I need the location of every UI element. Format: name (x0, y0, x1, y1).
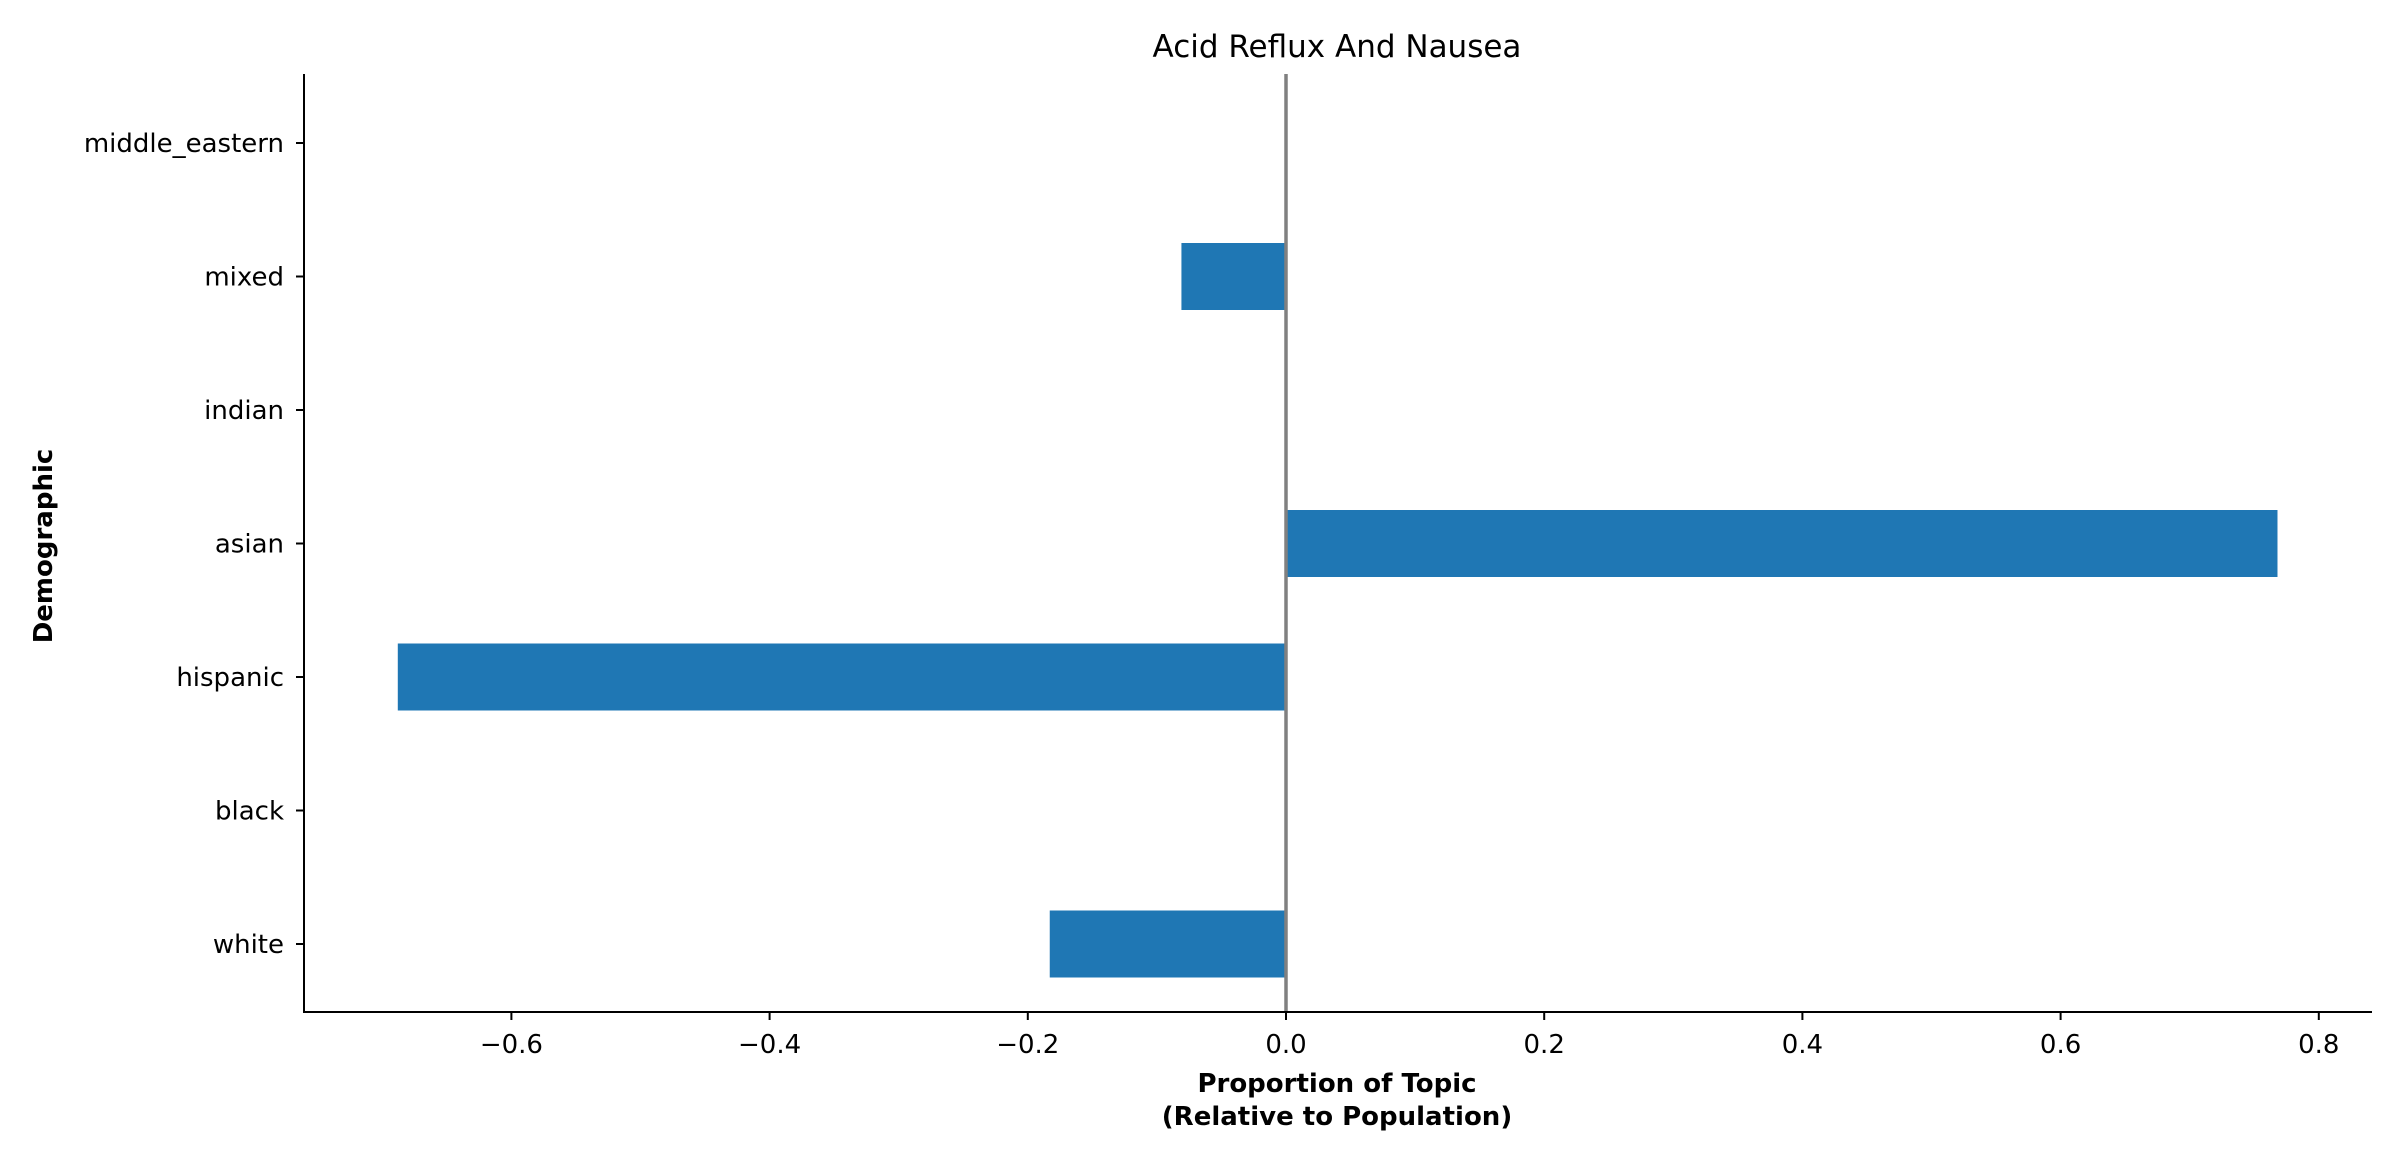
y-tick-label: hispanic (176, 663, 284, 693)
x-tick-label: −0.2 (996, 1030, 1059, 1060)
y-tick-label: middle_eastern (84, 129, 284, 159)
x-tick-label: 0.6 (2040, 1030, 2081, 1060)
bars-group (397, 243, 2278, 978)
bar-asian (1286, 510, 2278, 577)
x-tick-label: 0.4 (1782, 1030, 1823, 1060)
x-tick-label: −0.6 (480, 1030, 543, 1060)
x-tick-label: −0.4 (738, 1030, 801, 1060)
x-axis-label-line-2: (Relative to Population) (1162, 1102, 1512, 1132)
bar-mixed (1181, 243, 1286, 310)
y-axis-label: Demographic (29, 449, 59, 644)
bar-white (1049, 910, 1286, 978)
y-axis-ticks: white black hispanic asian indian mixed middle… (84, 129, 304, 960)
x-axis-label-line-1: Proportion of Topic (1197, 1069, 1476, 1099)
x-tick-label: 0.8 (2298, 1030, 2339, 1060)
y-tick-label: indian (204, 396, 284, 426)
x-tick-label: 0.2 (1524, 1030, 1565, 1060)
y-tick-label: white (213, 930, 284, 960)
y-tick-label: asian (215, 530, 284, 560)
x-tick-label: 0.0 (1265, 1030, 1306, 1060)
y-tick-label: mixed (204, 263, 284, 293)
chart-title: Acid Reflux And Nausea (1153, 29, 1522, 65)
y-tick-label: black (215, 797, 284, 827)
x-axis-ticks: −0.6 −0.4 −0.2 0.0 0.2 0.4 0.6 0.8 (480, 1012, 2339, 1060)
bar-hispanic (397, 643, 1286, 711)
